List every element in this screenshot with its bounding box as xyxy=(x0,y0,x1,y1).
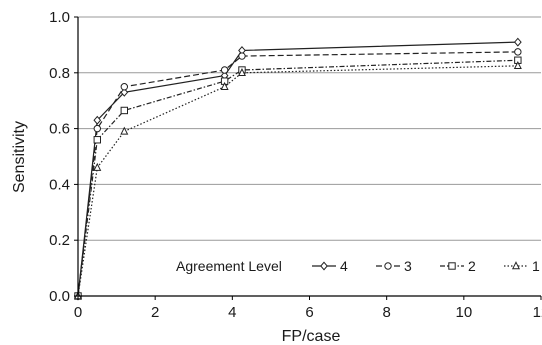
series-line-2 xyxy=(77,59,518,297)
legend-marker xyxy=(384,262,392,270)
data-point xyxy=(120,83,129,91)
x-tick-label: 10 xyxy=(455,304,472,321)
y-tick-label: 1.0 xyxy=(49,9,70,26)
x-tick-label: 0 xyxy=(74,304,82,321)
legend-label: 2 xyxy=(468,258,476,274)
x-tick-label: 6 xyxy=(305,304,313,321)
legend-item-1: 1 xyxy=(504,258,540,274)
x-axis-title: FP/case xyxy=(282,328,341,345)
data-point xyxy=(513,37,522,47)
data-point xyxy=(513,61,522,70)
data-point xyxy=(220,81,229,90)
data-point xyxy=(120,106,128,115)
x-tick-label: 8 xyxy=(382,304,390,321)
series-line-1 xyxy=(77,65,518,297)
legend-item-3: 3 xyxy=(376,258,412,274)
data-point xyxy=(220,66,229,74)
data-point xyxy=(93,162,102,171)
legend-label: 1 xyxy=(532,258,540,274)
legend-label: 4 xyxy=(340,258,348,274)
data-point xyxy=(93,136,101,144)
y-tick-label: 0.4 xyxy=(49,176,70,193)
legend-marker xyxy=(320,261,328,271)
x-tick-label: 12 xyxy=(533,304,542,321)
series-line-4 xyxy=(77,41,518,297)
legend-label: 3 xyxy=(404,258,412,274)
data-point xyxy=(238,52,246,60)
x-tick-label: 2 xyxy=(151,304,159,321)
y-tick-label: 0.2 xyxy=(49,232,70,249)
y-tick-label: 0.6 xyxy=(49,121,70,138)
x-tick-label: 4 xyxy=(228,304,236,321)
data-point xyxy=(93,124,101,133)
data-point xyxy=(93,115,102,125)
legend: Agreement Level 4 3 2 1 xyxy=(176,258,540,274)
legend-marker xyxy=(511,261,521,270)
series-3 xyxy=(74,48,522,300)
series-line-3 xyxy=(77,51,518,297)
y-axis-title: Sensitivity xyxy=(11,121,28,193)
axes xyxy=(74,16,542,300)
series-4 xyxy=(74,37,522,301)
tick-labels: 0.00.20.40.60.81.0024681012 xyxy=(49,9,542,321)
legend-item-2: 2 xyxy=(440,258,476,274)
legend-marker xyxy=(448,262,456,270)
series-layer xyxy=(73,37,522,301)
legend-title: Agreement Level xyxy=(176,258,282,274)
data-point xyxy=(120,87,129,97)
data-point xyxy=(514,48,522,56)
grid-lines xyxy=(78,16,541,241)
data-point xyxy=(120,126,129,135)
y-tick-label: 0.8 xyxy=(49,65,70,82)
data-point xyxy=(237,67,246,76)
y-tick-label: 0.0 xyxy=(49,288,70,305)
legend-item-4: 4 xyxy=(312,258,348,274)
